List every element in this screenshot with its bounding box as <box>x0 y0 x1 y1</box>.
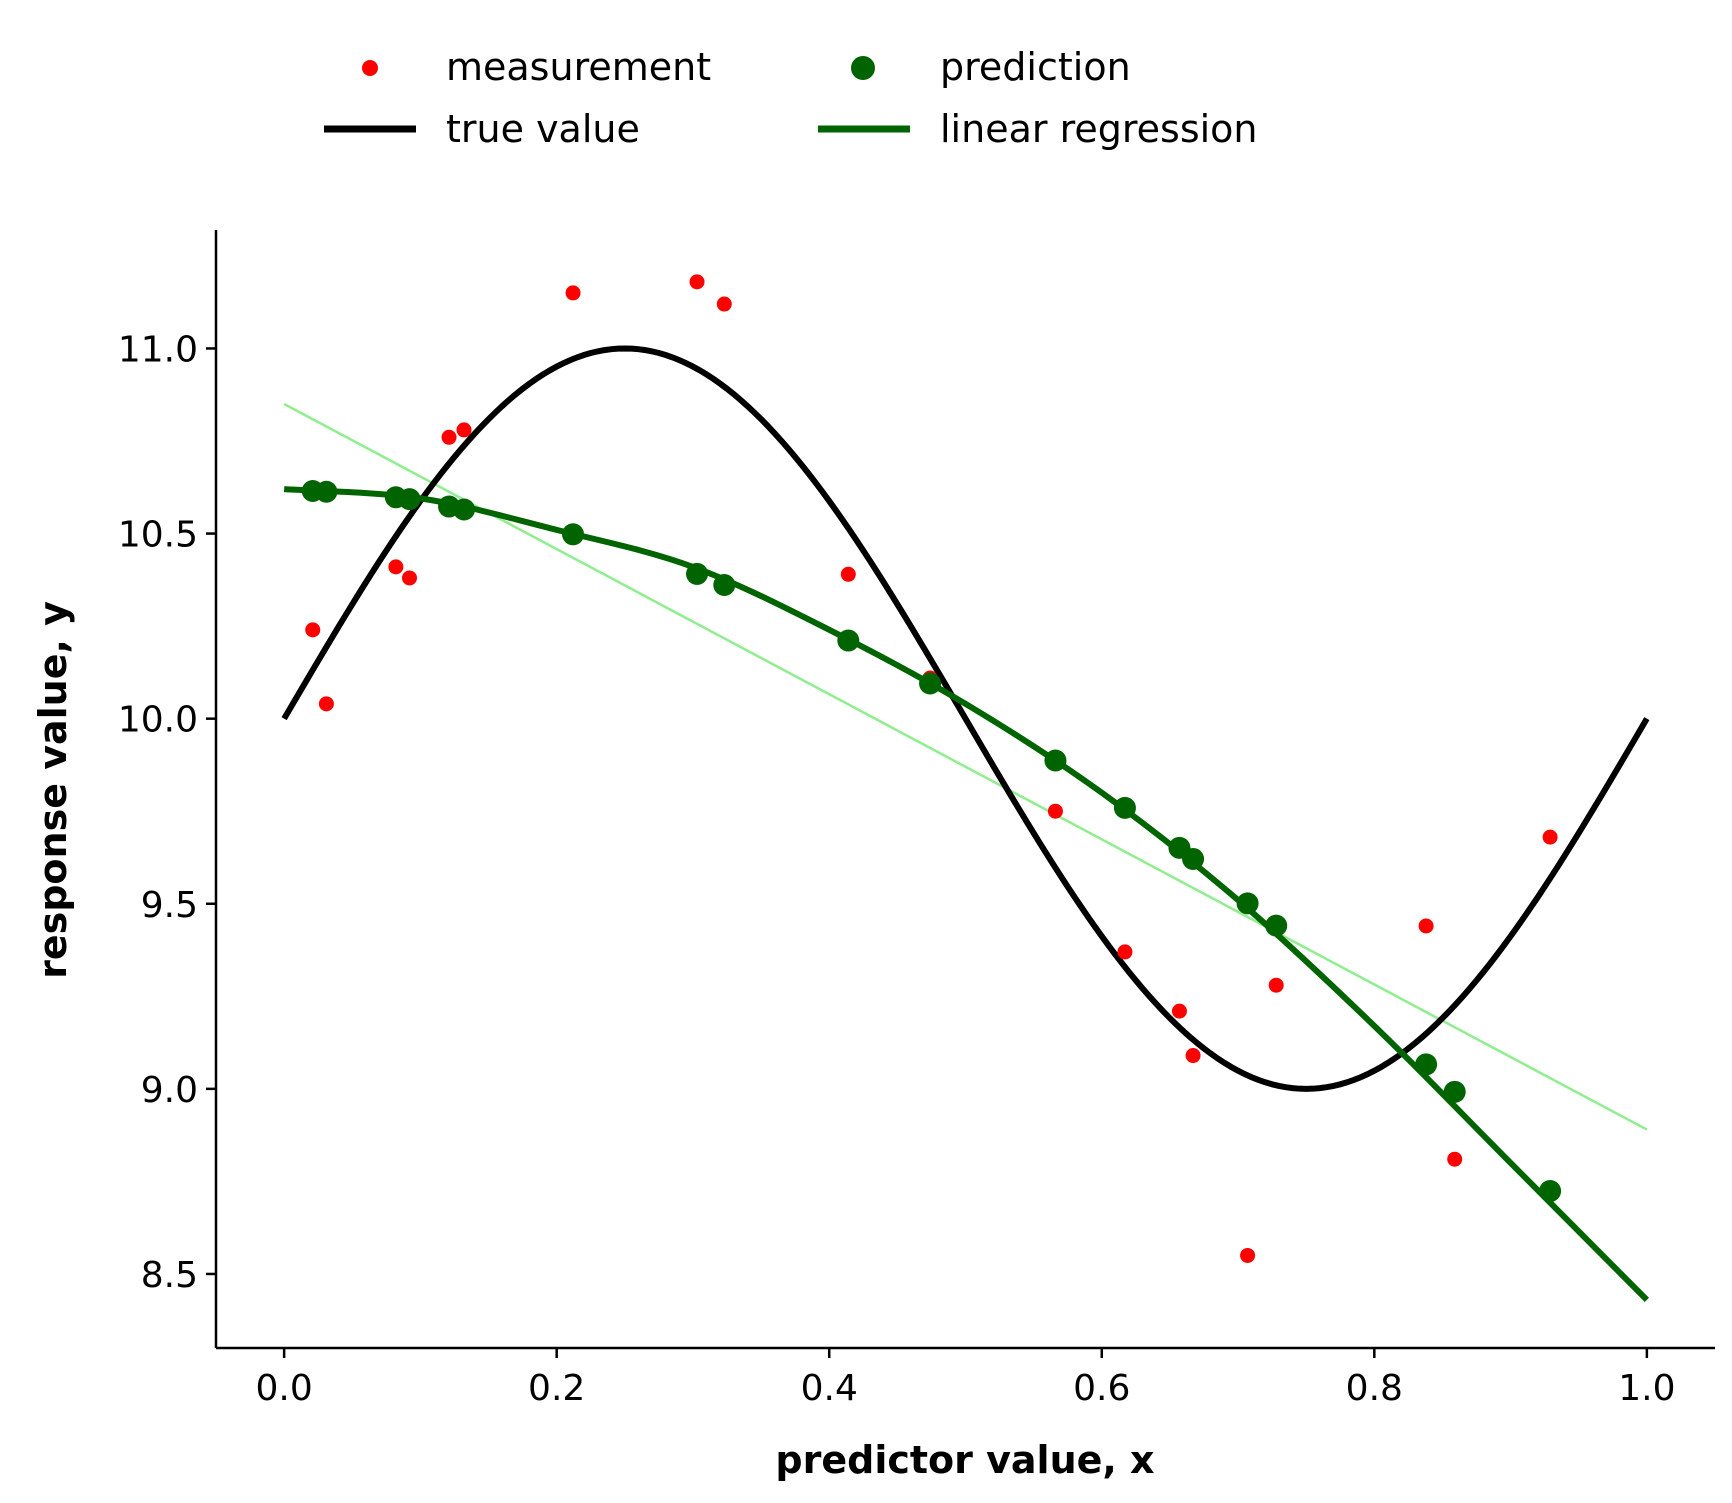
prediction-point <box>398 488 421 511</box>
x-tick-label: 0.4 <box>801 1368 858 1409</box>
measurement-series <box>305 274 1558 1263</box>
measurement-point <box>456 422 472 438</box>
legend-prediction-label: prediction <box>940 45 1131 89</box>
measurement-point <box>318 696 334 712</box>
measurement-point <box>388 559 404 575</box>
measurement-point <box>716 296 732 312</box>
measurement-point <box>1447 1151 1463 1167</box>
prediction-point <box>1415 1053 1438 1076</box>
fit-line <box>283 402 1648 1131</box>
y-tick-label: 10.0 <box>118 700 198 741</box>
prediction-point <box>562 523 585 546</box>
measurement-point <box>402 570 418 586</box>
prediction-point <box>1044 749 1067 772</box>
prediction-point <box>1236 892 1259 915</box>
y-axis-title: response value, y <box>31 601 75 979</box>
true-value-line <box>281 345 1650 1092</box>
x-axis-title: predictor value, x <box>775 1438 1154 1482</box>
y-tick-label: 9.0 <box>141 1070 198 1111</box>
legend-true-value-label: true value <box>446 107 640 151</box>
prediction-point <box>713 574 736 597</box>
prediction-point <box>1182 847 1205 870</box>
y-tick-label: 10.5 <box>118 515 198 556</box>
measurement-point <box>840 566 856 582</box>
prediction-point <box>686 562 709 585</box>
measurement-point <box>1117 944 1133 960</box>
measurement-point <box>305 622 321 638</box>
legend-measurement-label: measurement <box>446 45 711 89</box>
y-ticks: 8.5 9.0 9.5 10.0 10.5 11.0 <box>118 329 216 1296</box>
prediction-point <box>315 480 338 503</box>
legend-linear-regression-label: linear regression <box>940 107 1258 151</box>
y-tick-label: 8.5 <box>141 1255 198 1296</box>
measurement-point <box>441 429 457 445</box>
measurement-point <box>1542 829 1558 845</box>
y-tick-label: 11.0 <box>118 329 198 370</box>
measurement-point <box>1185 1048 1201 1064</box>
plot-area: 0.0 0.2 0.4 0.6 0.8 1.0 8.5 9.0 9.5 10.0 10.5 11.0 <box>118 230 1715 1409</box>
x-tick-label: 0.6 <box>1073 1368 1130 1409</box>
measurement-point <box>1047 803 1063 819</box>
prediction-point <box>1265 914 1288 937</box>
y-tick-label: 9.5 <box>141 885 198 926</box>
linear-regression-line <box>283 486 1649 1302</box>
x-tick-label: 0.2 <box>528 1368 585 1409</box>
x-tick-label: 1.0 <box>1618 1368 1675 1409</box>
prediction-point <box>1539 1180 1562 1203</box>
prediction-point <box>919 672 942 695</box>
measurement-point <box>1171 1003 1187 1019</box>
prediction-point <box>1113 796 1136 819</box>
measurement-point <box>689 274 705 290</box>
x-tick-label: 0.8 <box>1346 1368 1403 1409</box>
legend: measurement prediction true value linear… <box>324 45 1258 151</box>
measurement-point <box>565 285 581 301</box>
x-tick-label: 0.0 <box>256 1368 313 1409</box>
legend-prediction-marker <box>851 56 875 80</box>
measurement-point <box>1268 977 1284 993</box>
legend-measurement-marker <box>362 60 378 76</box>
measurement-point <box>1240 1247 1256 1263</box>
prediction-point <box>837 629 860 652</box>
measurement-point <box>1418 918 1434 934</box>
prediction-series <box>301 479 1562 1203</box>
prediction-point <box>453 498 476 521</box>
x-ticks: 0.0 0.2 0.4 0.6 0.8 1.0 <box>256 1348 1675 1409</box>
prediction-point <box>1443 1080 1466 1103</box>
